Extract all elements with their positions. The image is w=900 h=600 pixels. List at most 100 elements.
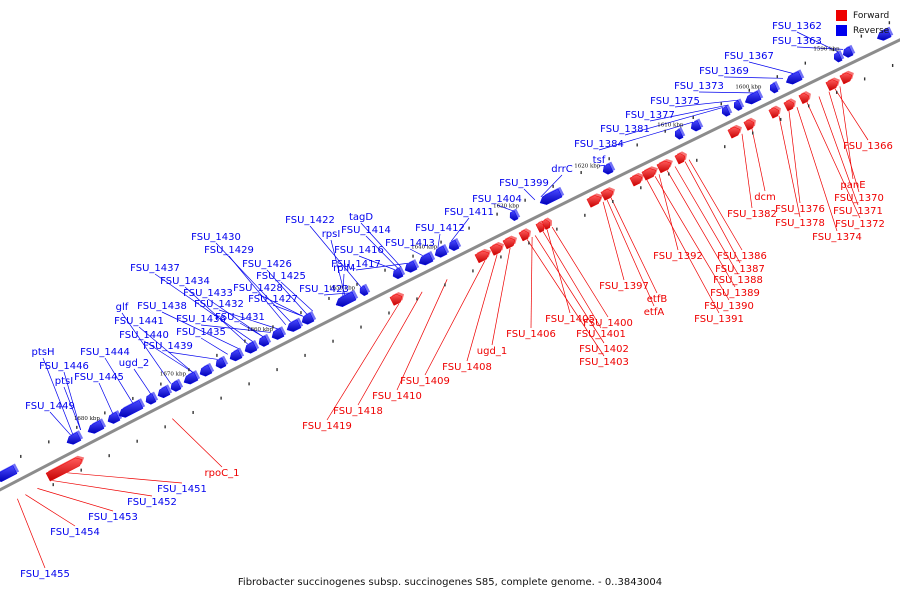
forward-gene-label: FSU_1391 (694, 314, 744, 325)
backbone-dot (304, 353, 306, 357)
forward-connector (326, 303, 400, 421)
forward-gene-label: FSU_1366 (843, 141, 893, 152)
forward-gene-8 (541, 219, 551, 230)
forward-gene-label: etfA (644, 307, 665, 318)
forward-connector (534, 235, 605, 344)
legend-reverse-label: Reverse (853, 25, 890, 36)
reverse-gene-6 (145, 393, 157, 405)
backbone-dot (80, 468, 82, 472)
reverse-gene-label: FSU_1428 (233, 283, 283, 294)
reverse-gene-label: FSU_1449 (25, 401, 75, 412)
kbp-tick: 1640 kbp (411, 244, 438, 250)
reverse-gene-30 (721, 106, 731, 117)
backbone-dot (752, 131, 754, 135)
backbone-dot (608, 157, 610, 161)
forward-connector (788, 110, 801, 204)
reverse-gene-label: FSU_1412 (415, 223, 465, 234)
forward-gene-21 (839, 72, 853, 85)
forward-connector (526, 239, 605, 357)
reverse-gene-5 (118, 400, 144, 418)
genome-caption: Fibrobacter succinogenes subsp. succinog… (237, 577, 663, 588)
reverse-connector (200, 337, 228, 355)
backbone-dot (20, 454, 22, 458)
reverse-gene-10 (199, 364, 213, 377)
backbone-dot (528, 241, 530, 245)
reverse-connector (723, 76, 784, 79)
reverse-gene-28 (674, 129, 684, 140)
reverse-connector (365, 235, 399, 269)
backbone-dot (664, 129, 666, 133)
forward-connector (602, 201, 625, 281)
forward-gene-label: FSU_1376 (775, 204, 825, 215)
forward-connector (551, 226, 609, 318)
forward-connector (424, 260, 486, 376)
reverse-gene-label: FSU_1411 (444, 207, 494, 218)
forward-connector (466, 254, 498, 362)
kbp-tick: 1670 kbp (160, 372, 187, 378)
forward-gene-18 (783, 100, 795, 112)
forward-gene-12 (641, 168, 657, 181)
kbp-tick: 1600 kbp (735, 84, 762, 90)
forward-connector (741, 133, 753, 209)
forward-gene-15 (727, 126, 741, 139)
genome-backbone (0, 38, 900, 492)
backbone-dot (612, 200, 614, 204)
forward-gene-10 (600, 188, 614, 201)
reverse-connector (796, 46, 844, 50)
reverse-gene-label: FSU_1438 (137, 301, 187, 312)
forward-connector (684, 161, 741, 264)
forward-gene-5 (502, 237, 516, 250)
forward-gene-11 (629, 174, 643, 187)
forward-connector (37, 488, 114, 512)
reverse-connector (450, 217, 470, 242)
reverse-connector (496, 204, 514, 212)
reverse-connector (138, 326, 193, 373)
backbone-dot (780, 117, 782, 121)
reverse-gene-label: FSU_1431 (215, 312, 265, 323)
reverse-gene-label: ugd_2 (119, 358, 149, 369)
forward-gene-3 (474, 250, 490, 264)
backbone-dot (668, 172, 670, 176)
reverse-gene-25 (509, 210, 519, 222)
reverse-gene-31 (733, 100, 743, 111)
forward-gene-label: FSU_1409 (400, 376, 450, 387)
forward-connector (17, 498, 46, 569)
reverse-connector (200, 324, 271, 333)
forward-gene-label: FSU_1403 (579, 357, 629, 368)
forward-gene-7 (535, 222, 545, 233)
backbone-dot (888, 21, 891, 25)
reverse-connector (49, 411, 71, 436)
forward-connector (610, 197, 658, 294)
forward-gene-label: FSU_1388 (713, 275, 763, 286)
reverse-gene-label: FSU_1413 (385, 238, 435, 249)
forward-gene-label: etfB (647, 294, 668, 305)
forward-gene-label: FSU_1400 (583, 318, 633, 329)
reverse-gene-label: FSU_1445 (74, 372, 124, 383)
forward-connector (396, 279, 448, 391)
reverse-gene-33 (769, 82, 779, 94)
forward-gene-label: FSU_1452 (127, 497, 177, 508)
reverse-gene-label: ptsI (55, 376, 73, 387)
reverse-gene-16 (286, 319, 302, 332)
backbone-dot (832, 48, 835, 52)
forward-connector (646, 180, 720, 314)
forward-gene-label: dcm (754, 192, 776, 203)
forward-gene-label: FSU_1389 (710, 288, 760, 299)
backbone-dot (835, 90, 838, 94)
reverse-gene-label: FSU_1373 (674, 81, 724, 92)
reverse-connector (342, 273, 345, 296)
forward-connector (25, 494, 76, 527)
reverse-gene-label: FSU_1381 (600, 124, 650, 135)
forward-gene-label: FSU_1378 (775, 218, 825, 229)
backbone-dot (500, 255, 502, 259)
reverse-gene-label: ptsH (32, 347, 55, 358)
reverse-gene-35 (833, 51, 843, 63)
reverse-gene-11 (215, 357, 227, 369)
backbone-dot (216, 353, 218, 357)
reverse-connector (698, 91, 754, 94)
backbone-dot (472, 269, 474, 273)
backbone-dot (863, 77, 866, 81)
backbone-dot (164, 425, 166, 429)
backbone-dot (360, 325, 362, 329)
